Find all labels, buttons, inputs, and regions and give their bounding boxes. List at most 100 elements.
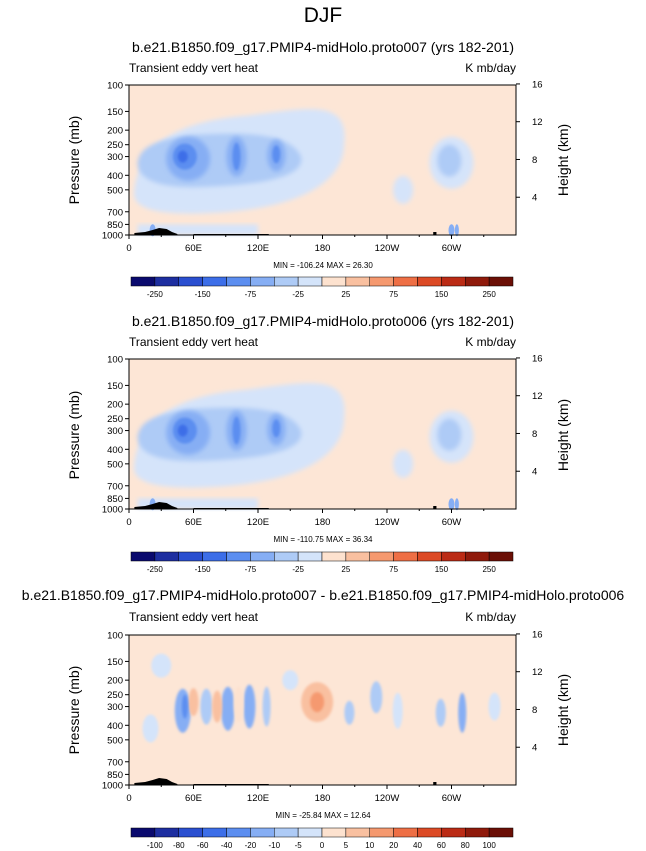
- x-tick-label: 60W: [442, 517, 462, 528]
- colorbar-swatch: [202, 551, 227, 562]
- x-tick-label: 120E: [247, 793, 269, 804]
- x-tick-label: 60W: [442, 793, 462, 804]
- difference-cell: [151, 653, 172, 678]
- y-tick-label: 400: [107, 445, 123, 456]
- colorbar-swatch: [393, 827, 418, 838]
- colorbar-swatch: [417, 276, 442, 287]
- colorbar-swatch: [465, 827, 490, 838]
- y-tick-label: 200: [107, 126, 123, 137]
- colorbar-swatch: [130, 827, 156, 838]
- difference-cell: [188, 688, 199, 717]
- colorbar-label: 75: [389, 565, 398, 574]
- y-tick-label: 1000: [102, 505, 123, 516]
- y-tick-label: 100: [107, 355, 123, 366]
- difference-cell: [488, 692, 501, 721]
- y-right-tick-label: 8: [532, 705, 537, 716]
- colorbar-swatch: [178, 551, 203, 562]
- difference-cell: [233, 686, 244, 723]
- colorbar-swatch: [250, 276, 275, 287]
- colorbar: -100 -80 -60 -40 -20 -10 -5 0 5 10 20 40 60 80 100: [130, 827, 514, 850]
- panel-subtitle-right: K mb/day: [465, 335, 516, 349]
- colorbar-swatch: [250, 551, 275, 562]
- y-tick-label: 700: [107, 207, 123, 218]
- panel-difference: b.e21.B1850.f09_g17.PMIP4-midHolo.proto0…: [22, 587, 625, 850]
- panel-subtitle-right: K mb/day: [465, 61, 516, 75]
- colorbar-label: -40: [221, 841, 233, 850]
- colorbar-swatch: [441, 827, 466, 838]
- colorbar-label: 75: [389, 290, 398, 299]
- panel-title: b.e21.B1850.f09_g17.PMIP4-midHolo.proto0…: [132, 39, 514, 55]
- y-tick-label: 500: [107, 735, 123, 746]
- colorbar-label: -60: [197, 841, 209, 850]
- storm-core: [272, 419, 281, 438]
- y-right-tick-label: 12: [532, 117, 543, 128]
- y-tick-label: 250: [107, 690, 123, 701]
- colorbar-swatch: [130, 276, 156, 287]
- colorbar-swatch: [226, 551, 251, 562]
- colorbar-swatch: [226, 276, 251, 287]
- stats-label: MIN = -110.75 MAX = 36.34: [273, 535, 373, 544]
- colorbar-swatch: [345, 276, 370, 287]
- colorbar-label: 20: [389, 841, 398, 850]
- colorbar-swatch: [465, 551, 490, 562]
- y-tick-label: 500: [107, 459, 123, 470]
- y-tick-label: 100: [107, 631, 123, 642]
- colorbar-label: -250: [147, 290, 164, 299]
- y-tick-label: 250: [107, 414, 123, 425]
- y-tick-label: 300: [107, 702, 123, 713]
- stats-label: MIN = -106.24 MAX = 26.30: [273, 261, 373, 270]
- difference-core: [181, 694, 188, 719]
- colorbar-label: -150: [195, 290, 212, 299]
- storm-core-max: [177, 424, 188, 437]
- contour-field: [134, 109, 474, 237]
- colorbar-label: -10: [268, 841, 280, 850]
- colorbar-swatch: [226, 827, 251, 838]
- y-tick-label: 400: [107, 721, 123, 732]
- region-surface-blue: [137, 498, 258, 509]
- y-axis-right-label: Height (km): [555, 124, 571, 196]
- difference-cell: [243, 684, 256, 729]
- panel-subtitle-left: Transient eddy vert heat: [129, 610, 259, 624]
- colorbar-swatch: [154, 827, 179, 838]
- difference-cell: [212, 690, 223, 723]
- colorbar-swatch: [393, 276, 418, 287]
- colorbar-label: 25: [341, 565, 350, 574]
- y-axis-label: Pressure (mb): [66, 116, 82, 205]
- y-tick-label: 400: [107, 171, 123, 182]
- topography: [134, 228, 437, 235]
- y-right-tick-label: 8: [532, 429, 537, 440]
- colorbar-swatch: [274, 551, 299, 562]
- x-tick-label: 180: [315, 517, 331, 528]
- colorbar-swatch: [417, 827, 442, 838]
- colorbar-swatch: [393, 551, 418, 562]
- region-atlantic-core: [437, 418, 462, 451]
- y-tick-label: 150: [107, 107, 123, 118]
- colorbar-swatch: [274, 276, 299, 287]
- panel-proto006: b.e21.B1850.f09_g17.PMIP4-midHolo.proto0…: [66, 313, 571, 574]
- colorbar-swatch: [417, 551, 442, 562]
- colorbar-swatch: [178, 276, 203, 287]
- region-atlantic-core: [437, 144, 462, 177]
- colorbar-label: 250: [482, 565, 496, 574]
- colorbar-label: 150: [435, 290, 449, 299]
- colorbar-label: -100: [147, 841, 164, 850]
- colorbar-swatch: [321, 276, 347, 287]
- colorbar-swatch: [154, 551, 179, 562]
- storm-core: [232, 416, 241, 445]
- surface-speck: [454, 498, 459, 511]
- y-tick-label: 1000: [102, 781, 123, 792]
- y-right-tick-label: 4: [532, 743, 537, 754]
- y-tick-label: 850: [107, 220, 123, 231]
- colorbar-swatch: [369, 276, 394, 287]
- colorbar-label: -5: [295, 841, 303, 850]
- region-surface-blue: [137, 224, 258, 235]
- y-tick-label: 300: [107, 426, 123, 437]
- difference-cell: [200, 688, 213, 725]
- panel-title: b.e21.B1850.f09_g17.PMIP4-midHolo.proto0…: [22, 587, 625, 603]
- colorbar-swatch: [441, 551, 466, 562]
- colorbar-swatch: [154, 276, 179, 287]
- colorbar-swatch: [178, 827, 203, 838]
- difference-cell: [282, 670, 299, 691]
- difference-cell: [458, 692, 467, 733]
- colorbar-swatch: [345, 551, 370, 562]
